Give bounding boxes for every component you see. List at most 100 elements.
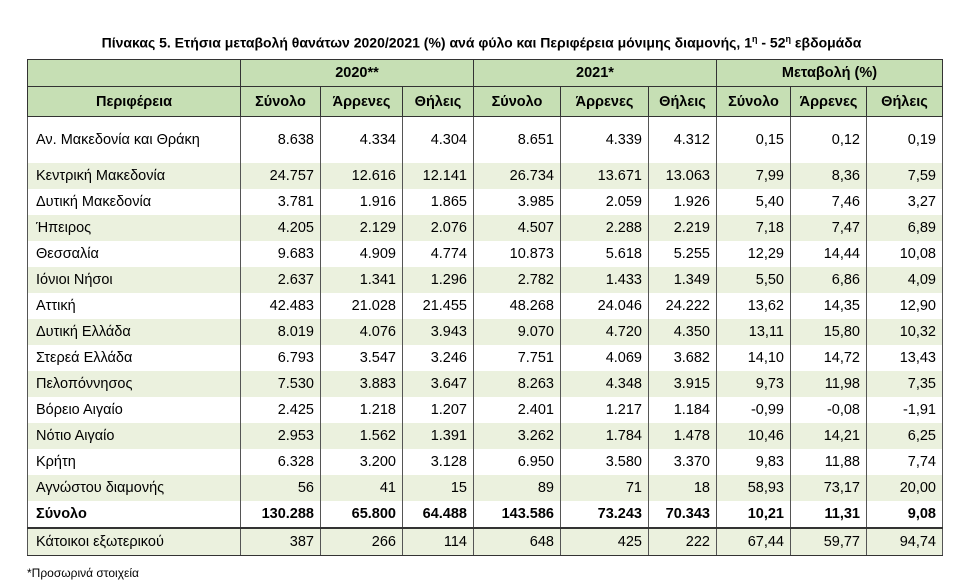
table-row: Θεσσαλία 9.683 4.909 4.774 10.873 5.618 5.255 1… — [27, 241, 943, 267]
column-header: Θήλεις — [866, 86, 943, 117]
value-cell: 10,46 — [716, 423, 791, 449]
value-cell: 4.069 — [560, 345, 649, 371]
region-name: Κάτοικοι εξωτερικού — [27, 527, 241, 556]
value-cell: 4.348 — [560, 371, 649, 397]
value-cell: 1.349 — [648, 267, 717, 293]
value-cell: 1.207 — [402, 397, 474, 423]
value-cell: 5.255 — [648, 241, 717, 267]
value-cell: 24.222 — [648, 293, 717, 319]
value-cell: 2.637 — [240, 267, 321, 293]
value-cell: 2.401 — [473, 397, 561, 423]
value-cell: 4.774 — [402, 241, 474, 267]
value-cell: 1.865 — [402, 189, 474, 215]
value-cell: 8.651 — [473, 116, 561, 163]
column-header: Άρρενες — [790, 86, 867, 117]
value-cell: 8.638 — [240, 116, 321, 163]
value-cell: 12.141 — [402, 163, 474, 189]
value-cell: 1.433 — [560, 267, 649, 293]
value-cell: 4.076 — [320, 319, 403, 345]
column-header: Θήλεις — [648, 86, 717, 117]
value-cell: 9.070 — [473, 319, 561, 345]
value-cell: 26.734 — [473, 163, 561, 189]
table-row: Στερεά Ελλάδα 6.793 3.547 3.246 7.751 4.069 3.… — [27, 345, 943, 371]
value-cell: 4.339 — [560, 116, 649, 163]
value-cell: 10.873 — [473, 241, 561, 267]
value-cell: 1.296 — [402, 267, 474, 293]
value-cell: 12,29 — [716, 241, 791, 267]
table-row: Αγνώστου διαμονής 56 41 15 89 71 18 58,93 73,17 2… — [27, 475, 943, 501]
value-cell: 8,36 — [790, 163, 867, 189]
table-row: Κεντρική Μακεδονία 24.757 12.616 12.141 26.7… — [27, 163, 943, 189]
value-cell: 8.019 — [240, 319, 321, 345]
value-cell: 12.616 — [320, 163, 403, 189]
table-row: Βόρειο Αιγαίο 2.425 1.218 1.207 2.401 1.217 1.… — [27, 397, 943, 423]
value-cell: 41 — [320, 475, 403, 501]
column-header: Άρρενες — [560, 86, 649, 117]
table-row: Κρήτη 6.328 3.200 3.128 6.950 3.580 3.370 9,83 1… — [27, 449, 943, 475]
value-cell: 13,43 — [866, 345, 943, 371]
value-cell: 20,00 — [866, 475, 943, 501]
value-cell: 11,31 — [790, 501, 867, 528]
value-cell: 3.262 — [473, 423, 561, 449]
value-cell: 7.751 — [473, 345, 561, 371]
value-cell: 58,93 — [716, 475, 791, 501]
value-cell: 71 — [560, 475, 649, 501]
value-cell: 64.488 — [402, 501, 474, 528]
value-cell: 7,46 — [790, 189, 867, 215]
region-name: Αττική — [27, 293, 241, 319]
table-row: Δυτική Ελλάδα 8.019 4.076 3.943 9.070 4.720 4.… — [27, 319, 943, 345]
value-cell: 48.268 — [473, 293, 561, 319]
value-cell: 4.304 — [402, 116, 474, 163]
value-cell: -1,91 — [866, 397, 943, 423]
value-cell: 2.129 — [320, 215, 403, 241]
table-row: Αττική 42.483 21.028 21.455 48.268 24.046 24.2… — [27, 293, 943, 319]
value-cell: -0,99 — [716, 397, 791, 423]
value-cell: 4.720 — [560, 319, 649, 345]
group-header-change: Μεταβολή (%) — [716, 59, 943, 87]
value-cell: 130.288 — [240, 501, 321, 528]
region-name: Ήπειρος — [27, 215, 241, 241]
region-name: Αν. Μακεδονία και Θράκη — [27, 116, 241, 163]
value-cell: 10,21 — [716, 501, 791, 528]
region-name: Θεσσαλία — [27, 241, 241, 267]
value-cell: 89 — [473, 475, 561, 501]
table-row: Αν. Μακεδονία και Θράκη 8.638 4.334 4.304 8.… — [27, 116, 943, 163]
value-cell: 0,15 — [716, 116, 791, 163]
value-cell: 266 — [320, 527, 403, 556]
value-cell: 70.343 — [648, 501, 717, 528]
value-cell: 4.312 — [648, 116, 717, 163]
value-cell: 1.926 — [648, 189, 717, 215]
value-cell: 10,32 — [866, 319, 943, 345]
value-cell: 7,35 — [866, 371, 943, 397]
value-cell: 1.341 — [320, 267, 403, 293]
value-cell: 4.507 — [473, 215, 561, 241]
value-cell: 5.618 — [560, 241, 649, 267]
value-cell: 3.682 — [648, 345, 717, 371]
value-cell: 3.370 — [648, 449, 717, 475]
value-cell: 3.246 — [402, 345, 474, 371]
region-header: Περιφέρεια — [27, 86, 241, 117]
value-cell: 3.128 — [402, 449, 474, 475]
value-cell: 4.350 — [648, 319, 717, 345]
value-cell: 59,77 — [790, 527, 867, 556]
column-header: Σύνολο — [473, 86, 561, 117]
region-name: Ιόνιοι Νήσοι — [27, 267, 241, 293]
value-cell: 65.800 — [320, 501, 403, 528]
value-cell: 2.782 — [473, 267, 561, 293]
table-row: Σύνολο 130.288 65.800 64.488 143.586 73.243 70… — [27, 501, 943, 528]
value-cell: 73,17 — [790, 475, 867, 501]
value-cell: 143.586 — [473, 501, 561, 528]
region-name: Κρήτη — [27, 449, 241, 475]
value-cell: 387 — [240, 527, 321, 556]
value-cell: 5,40 — [716, 189, 791, 215]
value-cell: 7.530 — [240, 371, 321, 397]
value-cell: 0,19 — [866, 116, 943, 163]
value-cell: 3.915 — [648, 371, 717, 397]
value-cell: 24.757 — [240, 163, 321, 189]
table-row: Δυτική Μακεδονία 3.781 1.916 1.865 3.985 2.05… — [27, 189, 943, 215]
value-cell: 6,89 — [866, 215, 943, 241]
region-name: Πελοπόννησος — [27, 371, 241, 397]
value-cell: 3.200 — [320, 449, 403, 475]
value-cell: 1.217 — [560, 397, 649, 423]
value-cell: 94,74 — [866, 527, 943, 556]
